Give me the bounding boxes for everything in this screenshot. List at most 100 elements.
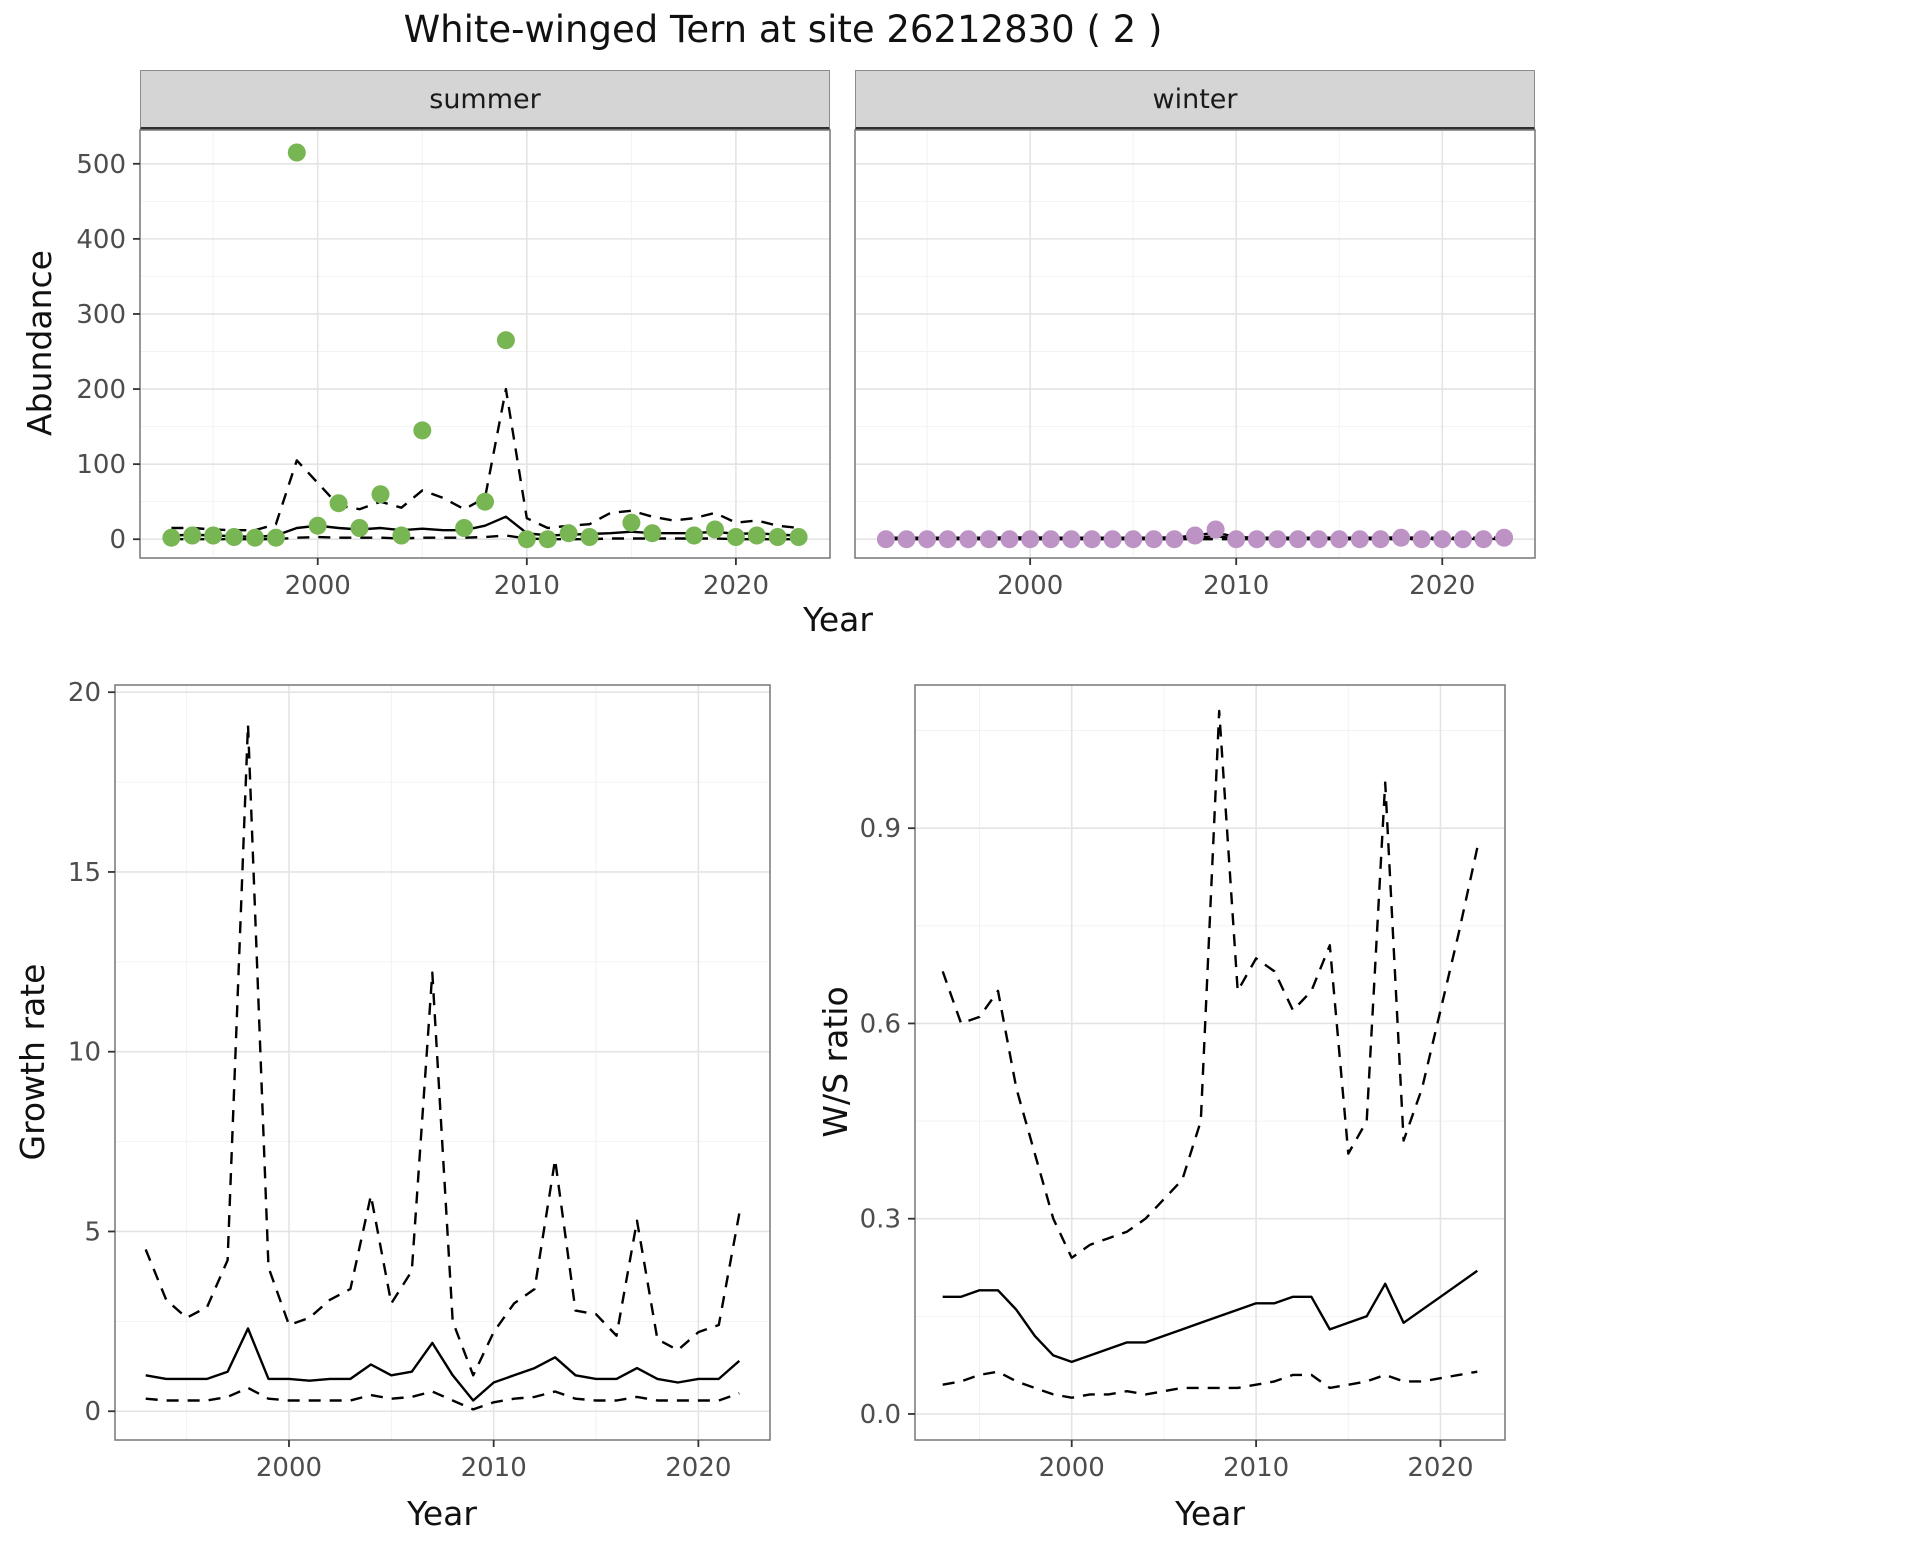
panel-border <box>854 129 1536 559</box>
abundance-winter-point <box>1000 530 1019 549</box>
abundance-summer-point <box>685 526 704 545</box>
abundance-winter-point <box>1474 530 1493 549</box>
growth-rate-fit <box>145 1327 741 1402</box>
abundance-winter-point <box>1433 530 1452 549</box>
abundance-summer-point <box>413 421 432 440</box>
abundance-winter-plot: 2000 2010 2020 <box>854 129 1536 601</box>
x-tick-label: 2020 <box>1409 571 1475 598</box>
abundance-winter-point <box>1083 530 1101 549</box>
abundance-summer-point <box>350 519 369 537</box>
panel-background <box>115 685 770 1440</box>
abundance-winter-point <box>1227 530 1246 549</box>
y-tick-label: 15 <box>68 858 101 888</box>
y-tick-label: 0 <box>109 525 126 555</box>
facet-strip-summer: summer <box>140 70 830 130</box>
abundance-summer-point <box>768 528 787 546</box>
abundance-winter-point <box>1350 530 1369 549</box>
abundance-winter-point <box>959 530 978 549</box>
y-tick-label: 0.3 <box>860 1205 901 1235</box>
ws-ratio-lower-ci <box>942 1370 1478 1399</box>
panel-border <box>114 684 771 1441</box>
growth-rate-upper-ci <box>144 723 741 1377</box>
abundance-summer-point <box>162 528 181 547</box>
panel-border <box>914 684 1506 1441</box>
y-tick-label: 0 <box>84 1397 101 1427</box>
ws-ratio-fit <box>942 1269 1478 1364</box>
y-tick-label: 0.9 <box>860 814 901 844</box>
facet-strip-summer-label: summer <box>429 83 541 115</box>
abundance-summer-point <box>496 331 515 350</box>
abundance-summer-point <box>308 516 327 535</box>
growth-rate-lower-ci <box>145 1386 740 1411</box>
abundance-summer-point <box>183 526 202 545</box>
y-tick-label: 5 <box>84 1217 101 1247</box>
y-tick-label: 0.6 <box>860 1009 901 1039</box>
x-tick-label: 2020 <box>665 1453 731 1483</box>
abundance-summer-point <box>726 528 745 546</box>
abundance-winter-point <box>1392 528 1411 547</box>
x-tick-label: 2020 <box>703 571 769 598</box>
abundance-winter-point <box>1206 520 1225 539</box>
abundance-summer-point <box>476 492 494 511</box>
growth-year-axis-title: Year <box>407 1494 477 1533</box>
abundance-summer-point <box>559 524 578 543</box>
abundance-summer-point <box>329 494 348 513</box>
x-tick-label: 2020 <box>1407 1453 1473 1483</box>
abundance-summer-point <box>789 528 808 546</box>
abundance-axis-title: Abundance <box>20 250 59 436</box>
figure-title: White-winged Tern at site 26212830 ( 2 ) <box>403 8 1163 51</box>
growth-rate-plot: 2000 2010 2020 0 5 10 15 20 <box>68 678 771 1483</box>
growth-rate-chart: 2000 2010 2020 0 5 10 15 20 <box>45 678 780 1492</box>
abundance-summer-point <box>747 526 766 545</box>
abundance-winter-point <box>1289 530 1307 549</box>
x-tick-label: 2000 <box>285 571 351 598</box>
abundance-winter-point <box>1062 530 1081 549</box>
abundance-summer-plot: 2000 2010 2020 0 100 200 300 400 500 <box>76 129 831 601</box>
abundance-summer-point <box>266 528 285 547</box>
top-year-axis-title: Year <box>803 600 873 639</box>
y-tick-label: 20 <box>68 680 101 708</box>
abundance-summer-point <box>204 526 223 545</box>
y-tick-label: 500 <box>76 150 126 180</box>
abundance-winter-point <box>1186 526 1204 545</box>
abundance-summer-upper-ci <box>171 387 799 532</box>
ws-ratio-plot: 2000 2010 2020 0.0 0.3 0.6 0.9 <box>860 684 1506 1483</box>
abundance-winter-point <box>1268 530 1287 549</box>
y-tick-label: 200 <box>76 375 126 405</box>
x-tick-label: 2010 <box>1223 1453 1289 1483</box>
x-tick-label: 2000 <box>997 571 1063 598</box>
abundance-winter-point <box>1412 530 1431 549</box>
abundance-winter-point <box>1330 530 1349 549</box>
winter-abundance-chart: 2000 2010 2020 <box>845 128 1545 601</box>
abundance-summer-point <box>225 528 244 546</box>
abundance-winter-point <box>1309 530 1328 549</box>
abundance-summer-point <box>371 485 390 504</box>
panel-background <box>915 685 1505 1440</box>
x-tick-label: 2010 <box>494 571 560 598</box>
abundance-summer-point <box>517 530 536 549</box>
facet-strip-winter-label: winter <box>1152 83 1238 115</box>
x-tick-label: 2000 <box>256 1453 322 1483</box>
abundance-winter-point <box>1371 530 1390 549</box>
x-tick-label: 2010 <box>461 1453 527 1483</box>
summer-abundance-chart: 2000 2010 2020 0 100 200 300 400 500 <box>70 128 840 601</box>
abundance-winter-point <box>1247 530 1266 549</box>
y-tick-label: 100 <box>76 450 126 480</box>
abundance-summer-point <box>706 520 724 539</box>
ws-ratio-upper-ci <box>941 709 1479 1259</box>
panel-border <box>139 129 831 559</box>
y-tick-label: 10 <box>68 1038 101 1068</box>
abundance-winter-point <box>1495 528 1514 547</box>
abundance-summer-point <box>455 519 474 537</box>
abundance-winter-point <box>1103 530 1122 549</box>
x-tick-label: 2000 <box>1039 1453 1105 1483</box>
abundance-winter-point <box>1041 530 1060 549</box>
y-tick-label: 300 <box>76 300 126 330</box>
abundance-winter-point <box>938 530 957 549</box>
abundance-summer-point <box>538 530 557 549</box>
abundance-winter-point <box>1144 530 1163 549</box>
abundance-summer-point <box>246 528 264 547</box>
y-tick-label: 400 <box>76 225 126 255</box>
abundance-winter-point <box>876 530 895 549</box>
